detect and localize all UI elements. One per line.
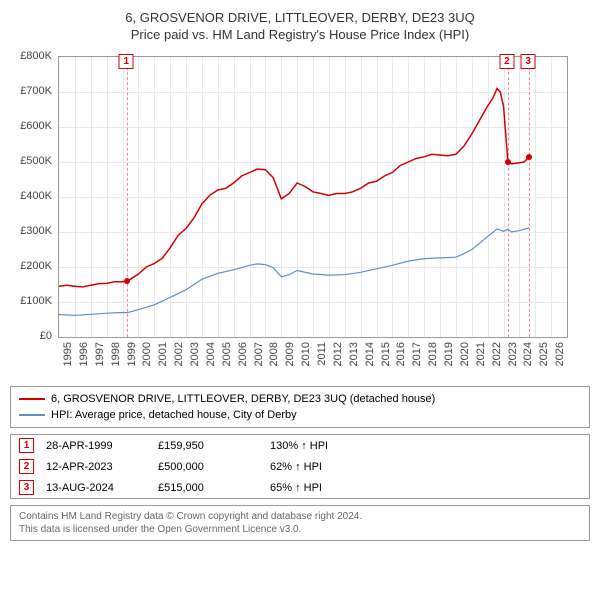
event-date: 28-APR-1999 [46, 440, 146, 452]
y-axis-label: £200K [10, 260, 52, 272]
event-price: £515,000 [158, 482, 258, 494]
event-num: 1 [19, 438, 34, 453]
y-axis-label: £500K [10, 155, 52, 167]
event-num: 2 [19, 459, 34, 474]
x-axis-label: 2025 [538, 342, 550, 366]
x-axis-label: 2017 [411, 342, 423, 366]
x-axis-label: 2003 [189, 342, 201, 366]
x-axis-label: 2013 [348, 342, 360, 366]
y-axis-label: £300K [10, 225, 52, 237]
event-hpi: 62% ↑ HPI [270, 461, 581, 473]
chart-lines [59, 57, 567, 337]
y-axis-label: £800K [10, 50, 52, 62]
event-price: £500,000 [158, 461, 258, 473]
event-row: 2 12-APR-2023 £500,000 62% ↑ HPI [11, 456, 589, 477]
chart-title-address: 6, GROSVENOR DRIVE, LITTLEOVER, DERBY, D… [10, 10, 590, 25]
x-axis-label: 2018 [427, 342, 439, 366]
y-axis-label: £0 [10, 330, 52, 342]
x-axis-label: 2001 [157, 342, 169, 366]
legend-item: HPI: Average price, detached house, City… [19, 407, 581, 423]
y-axis-label: £700K [10, 85, 52, 97]
event-marker-label: 2 [499, 54, 514, 69]
x-axis-label: 2005 [221, 342, 233, 366]
event-row: 3 13-AUG-2024 £515,000 65% ↑ HPI [11, 477, 589, 498]
legend-swatch [19, 398, 45, 400]
plot-area [58, 56, 568, 338]
legend-item: 6, GROSVENOR DRIVE, LITTLEOVER, DERBY, D… [19, 391, 581, 407]
x-axis-label: 2023 [507, 342, 519, 366]
x-axis-label: 1996 [78, 342, 90, 366]
x-axis-label: 1999 [126, 342, 138, 366]
x-axis-label: 2024 [522, 342, 534, 366]
legend-label: 6, GROSVENOR DRIVE, LITTLEOVER, DERBY, D… [51, 391, 435, 407]
series-hpi [59, 228, 529, 315]
x-axis-label: 2016 [395, 342, 407, 366]
x-axis-label: 1997 [94, 342, 106, 366]
x-axis-label: 2015 [380, 342, 392, 366]
x-axis-label: 2002 [173, 342, 185, 366]
event-row: 1 28-APR-1999 £159,950 130% ↑ HPI [11, 435, 589, 456]
event-hpi: 130% ↑ HPI [270, 440, 581, 452]
x-axis-label: 2007 [253, 342, 265, 366]
event-num: 3 [19, 480, 34, 495]
x-axis-label: 2012 [332, 342, 344, 366]
x-axis-label: 2008 [268, 342, 280, 366]
y-axis-label: £600K [10, 120, 52, 132]
chart-title-subtitle: Price paid vs. HM Land Registry's House … [10, 27, 590, 42]
event-price: £159,950 [158, 440, 258, 452]
x-axis-label: 2009 [284, 342, 296, 366]
x-axis-label: 2026 [554, 342, 566, 366]
x-axis-label: 2021 [475, 342, 487, 366]
event-marker-label: 3 [521, 54, 536, 69]
series-property [59, 89, 529, 287]
x-axis-label: 1998 [110, 342, 122, 366]
x-axis-label: 2000 [141, 342, 153, 366]
x-axis-label: 1995 [62, 342, 74, 366]
x-axis-label: 2020 [459, 342, 471, 366]
footnote-line1: Contains HM Land Registry data © Crown c… [19, 510, 581, 523]
legend-label: HPI: Average price, detached house, City… [51, 407, 297, 423]
event-date: 12-APR-2023 [46, 461, 146, 473]
event-date: 13-AUG-2024 [46, 482, 146, 494]
event-hpi: 65% ↑ HPI [270, 482, 581, 494]
y-axis-label: £400K [10, 190, 52, 202]
x-axis-label: 2004 [205, 342, 217, 366]
footnote: Contains HM Land Registry data © Crown c… [10, 505, 590, 541]
chart-legend: 6, GROSVENOR DRIVE, LITTLEOVER, DERBY, D… [10, 386, 590, 428]
x-axis-label: 2006 [237, 342, 249, 366]
event-marker-label: 1 [119, 54, 134, 69]
price-events-table: 1 28-APR-1999 £159,950 130% ↑ HPI 2 12-APR-20… [10, 434, 590, 499]
y-axis-label: £100K [10, 295, 52, 307]
price-chart: £0 £100K £200K £300K £400K £500K £600K £700K £80… [10, 50, 570, 380]
legend-swatch [19, 414, 45, 416]
x-axis-label: 2022 [491, 342, 503, 366]
x-axis-label: 2011 [316, 342, 328, 366]
x-axis-label: 2019 [443, 342, 455, 366]
x-axis-label: 2010 [300, 342, 312, 366]
x-axis-label: 2014 [364, 342, 376, 366]
footnote-line2: This data is licensed under the Open Gov… [19, 523, 581, 536]
